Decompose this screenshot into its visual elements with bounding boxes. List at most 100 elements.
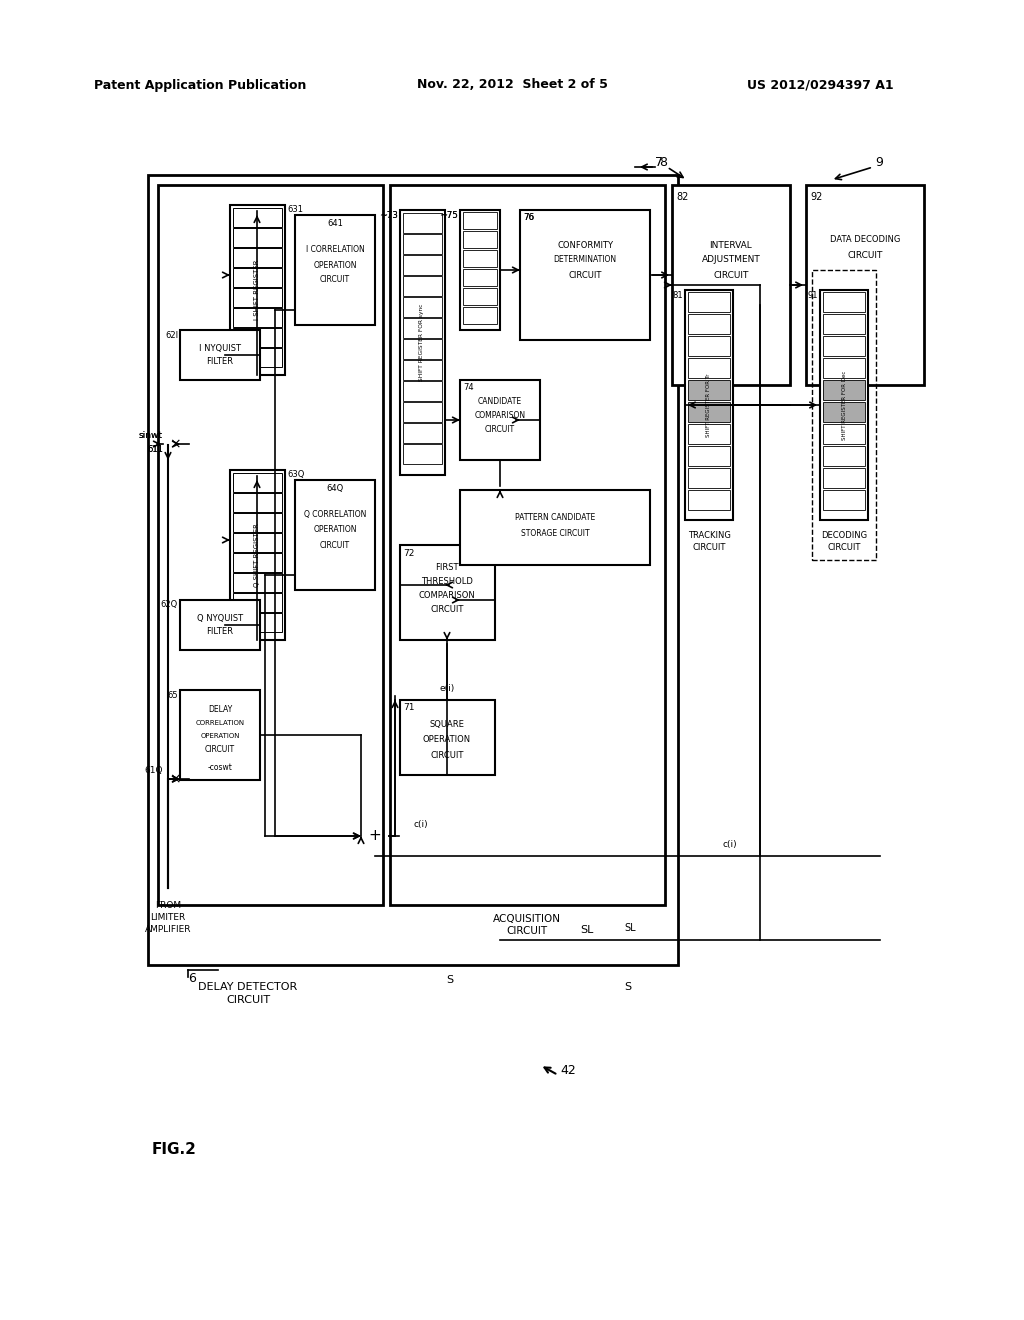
Bar (463, 213, 497, 228)
Bar (688, 380, 730, 400)
Text: CIRCUIT: CIRCUIT (205, 744, 236, 754)
Text: 81: 81 (673, 290, 683, 300)
Bar (823, 424, 865, 444)
Bar (403, 255, 442, 275)
Text: DETERMINATION: DETERMINATION (553, 256, 616, 264)
Text: 64Q: 64Q (327, 483, 344, 492)
Text: AMPLIFIER: AMPLIFIER (144, 924, 191, 933)
Bar (460, 490, 650, 565)
Bar (820, 290, 868, 520)
Bar (233, 228, 282, 247)
Text: FIRST: FIRST (435, 562, 459, 572)
Bar (400, 210, 445, 475)
Bar (672, 185, 790, 385)
Text: OPERATION: OPERATION (313, 260, 356, 269)
Bar (806, 185, 924, 385)
Text: CANDIDATE: CANDIDATE (478, 397, 522, 407)
Bar (688, 424, 730, 444)
Text: 631: 631 (287, 206, 303, 214)
Text: COMPARISON: COMPARISON (474, 412, 525, 421)
Bar (688, 314, 730, 334)
Text: c(i): c(i) (723, 840, 737, 849)
Text: Q NYQUIST: Q NYQUIST (197, 614, 243, 623)
Text: CONFORMITY: CONFORMITY (557, 240, 613, 249)
Text: c(i): c(i) (414, 820, 429, 829)
Text: LIMITER: LIMITER (151, 912, 185, 921)
Bar (403, 403, 442, 422)
Bar (688, 337, 730, 356)
Text: 72: 72 (403, 549, 415, 557)
Text: CIRCUIT: CIRCUIT (319, 276, 350, 285)
Text: FIG.2: FIG.2 (152, 1143, 197, 1158)
Bar (180, 690, 260, 780)
Text: SHIFT REGISTER FOR Tr: SHIFT REGISTER FOR Tr (707, 374, 712, 437)
Text: 82: 82 (676, 191, 688, 202)
Text: COMPARISON: COMPARISON (419, 590, 475, 599)
Text: 71: 71 (403, 704, 415, 713)
Text: Q CORRELATION: Q CORRELATION (304, 511, 367, 520)
Text: SHIFT REGISTER FOR sync: SHIFT REGISTER FOR sync (420, 304, 425, 380)
Bar (460, 210, 500, 330)
Bar (823, 446, 865, 466)
Bar (233, 553, 282, 572)
Text: CIRCUIT: CIRCUIT (692, 544, 726, 553)
Text: Patent Application Publication: Patent Application Publication (94, 78, 306, 91)
Text: I CORRELATION: I CORRELATION (305, 246, 365, 255)
Text: ACQUISITION: ACQUISITION (493, 913, 561, 924)
Text: ~75: ~75 (440, 210, 458, 219)
Text: ×: × (169, 772, 181, 785)
Text: Nov. 22, 2012  Sheet 2 of 5: Nov. 22, 2012 Sheet 2 of 5 (417, 78, 607, 91)
Bar (233, 573, 282, 591)
Bar (403, 360, 442, 380)
Bar (233, 308, 282, 327)
Text: I SHIFT REGISTER: I SHIFT REGISTER (254, 260, 260, 321)
Text: CIRCUIT: CIRCUIT (507, 927, 548, 936)
Bar (688, 446, 730, 466)
Text: 61Q: 61Q (144, 767, 163, 776)
Bar (688, 292, 730, 312)
Bar (295, 215, 375, 325)
Text: 6: 6 (188, 973, 196, 986)
Text: 7: 7 (655, 157, 663, 169)
Text: 611: 611 (147, 446, 163, 454)
Bar (233, 492, 282, 512)
Bar (400, 700, 495, 775)
Bar (403, 213, 442, 234)
Text: SL: SL (580, 925, 593, 935)
Bar (233, 288, 282, 308)
Text: TRACKING: TRACKING (687, 531, 730, 540)
Bar (403, 297, 442, 317)
Text: S: S (446, 975, 454, 985)
Text: 62I: 62I (165, 330, 178, 339)
Bar (180, 601, 260, 649)
Bar (390, 185, 665, 906)
Text: CIRCUIT: CIRCUIT (226, 995, 270, 1005)
Text: +: + (369, 829, 381, 843)
Bar (823, 292, 865, 312)
Bar (823, 490, 865, 510)
Text: sinwt: sinwt (139, 432, 163, 441)
Bar (233, 348, 282, 367)
Text: CORRELATION: CORRELATION (196, 719, 245, 726)
Text: SL: SL (625, 923, 636, 933)
Text: DATA DECODING: DATA DECODING (829, 235, 900, 244)
Bar (230, 470, 285, 640)
Text: FILTER: FILTER (207, 358, 233, 367)
Bar (233, 473, 282, 492)
Text: FILTER: FILTER (207, 627, 233, 636)
Text: THRESHOLD: THRESHOLD (421, 577, 473, 586)
Bar (403, 234, 442, 253)
Bar (685, 290, 733, 520)
Text: CIRCUIT: CIRCUIT (430, 605, 464, 614)
Bar (688, 490, 730, 510)
Bar (688, 403, 730, 422)
Text: PATTERN CANDIDATE: PATTERN CANDIDATE (515, 513, 595, 523)
Bar (460, 380, 540, 459)
Bar (463, 308, 497, 323)
Text: 611: 611 (147, 446, 163, 454)
Bar (148, 176, 678, 965)
Bar (233, 612, 282, 632)
Bar (812, 271, 876, 560)
Bar (403, 422, 442, 444)
Bar (403, 276, 442, 296)
